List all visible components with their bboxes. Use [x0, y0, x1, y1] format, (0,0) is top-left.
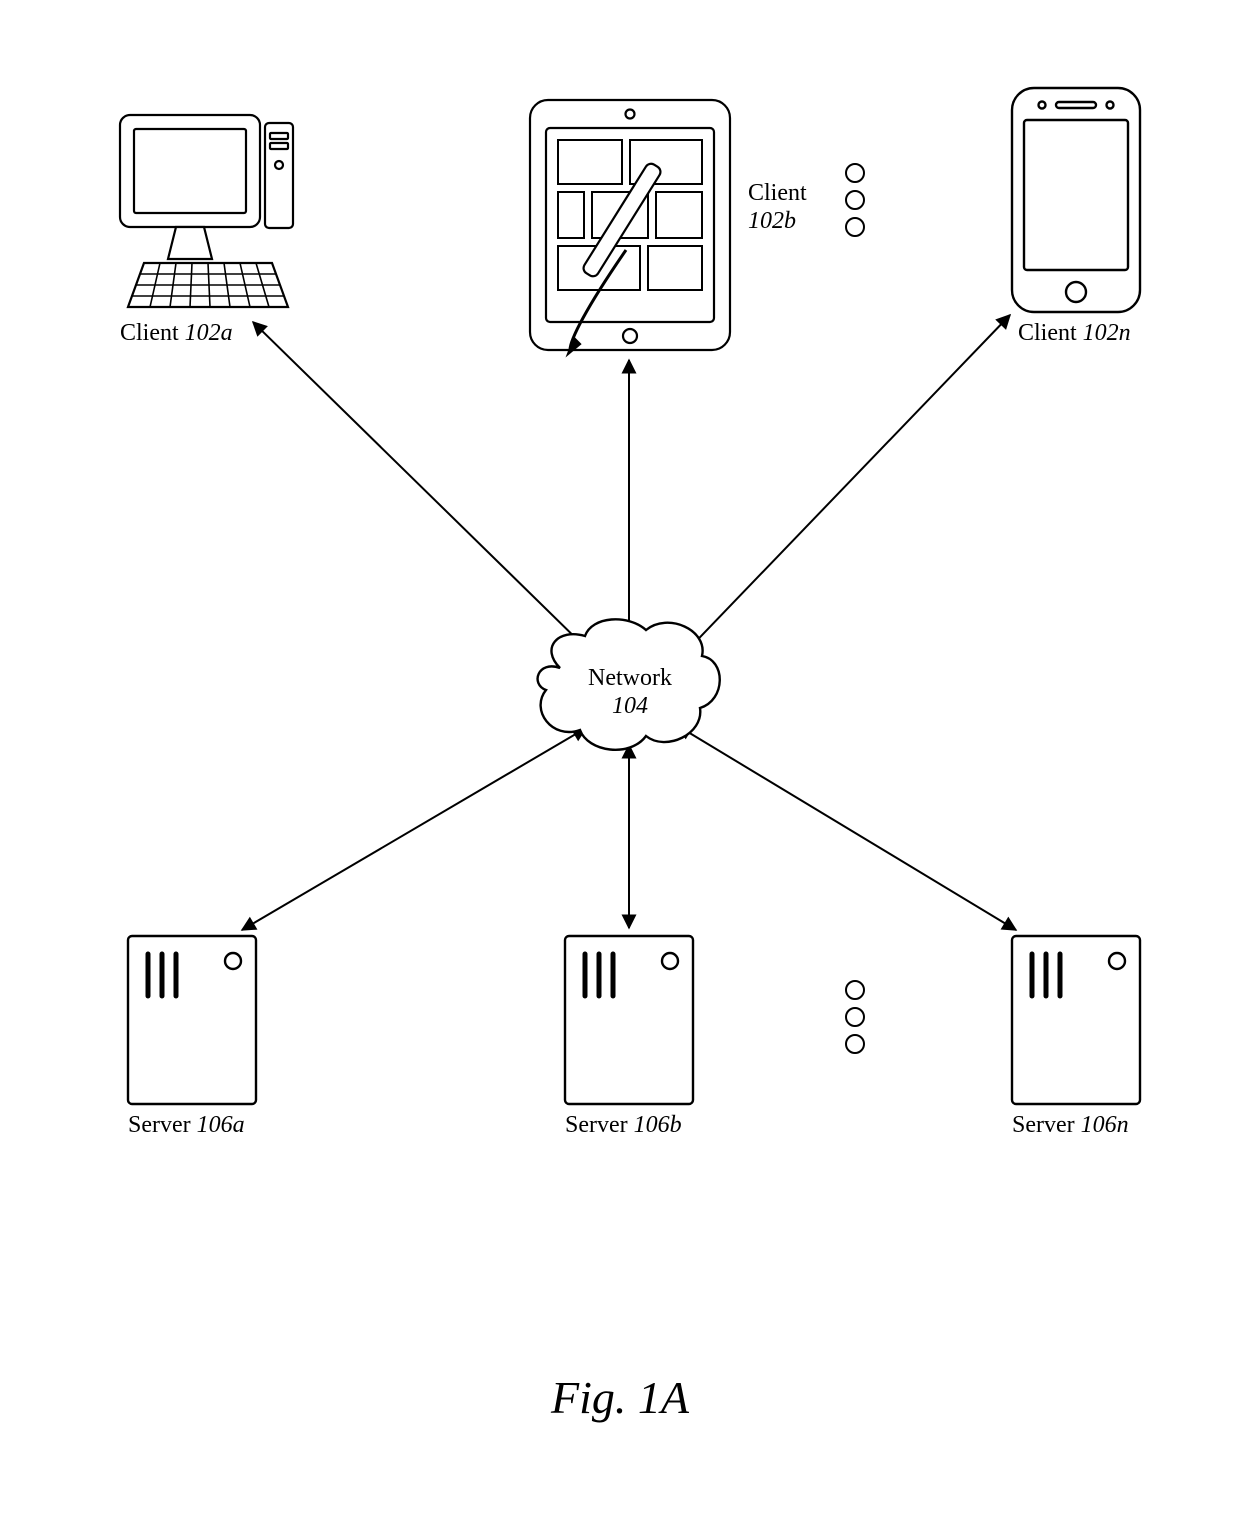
client-b-label-id: 102b	[748, 208, 796, 234]
server-b-label-id: 106b	[634, 1112, 682, 1138]
server-a-label: Server 106a	[128, 1112, 245, 1139]
diagram-canvas	[0, 0, 1240, 1524]
server-n-label-id: 106n	[1081, 1112, 1129, 1138]
ellipsis-bottom	[846, 981, 864, 1053]
network-label: Network 104	[560, 665, 700, 720]
client-b-label: Client 102b	[748, 180, 807, 235]
server-a-label-text: Server	[128, 1112, 191, 1138]
ellipsis-top	[846, 164, 864, 236]
server-n-icon	[1012, 936, 1140, 1104]
client-a-label-id: 102a	[185, 320, 233, 346]
client-b-label-text: Client	[748, 180, 807, 206]
edge-server-a	[242, 728, 586, 930]
edge-client-n	[680, 315, 1010, 658]
client-n-label-text: Client	[1018, 320, 1077, 346]
edge-server-n	[678, 726, 1016, 930]
server-b-label-text: Server	[565, 1112, 628, 1138]
client-n-label-id: 102n	[1083, 320, 1131, 346]
server-n-label: Server 106n	[1012, 1112, 1129, 1139]
client-n-label: Client 102n	[1018, 320, 1131, 347]
client-a-label: Client 102a	[120, 320, 233, 347]
client-n-icon	[1012, 88, 1140, 312]
server-a-label-id: 106a	[197, 1112, 245, 1138]
edge-client-a	[253, 322, 590, 652]
client-a-label-text: Client	[120, 320, 179, 346]
server-n-label-text: Server	[1012, 1112, 1075, 1138]
server-a-icon	[128, 936, 256, 1104]
server-b-icon	[565, 936, 693, 1104]
client-b-icon	[530, 100, 730, 354]
client-a-icon	[120, 115, 293, 307]
network-label-id: 104	[612, 693, 648, 719]
network-label-text: Network	[588, 665, 672, 691]
figure-caption: Fig. 1A	[551, 1371, 689, 1424]
server-b-label: Server 106b	[565, 1112, 682, 1139]
